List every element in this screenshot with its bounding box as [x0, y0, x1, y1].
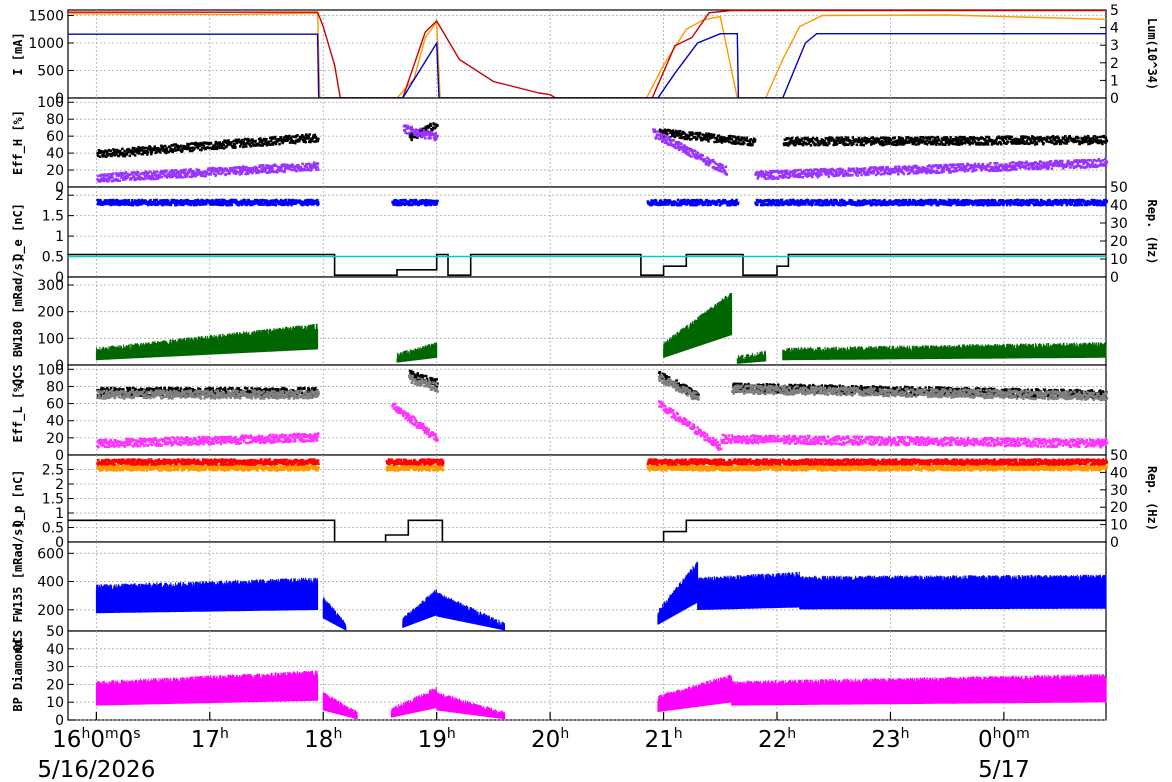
ytick-right-label-current: 0: [1110, 91, 1119, 107]
ylabel-eff_l: Eff_L [%]: [11, 377, 26, 442]
ytick-label-qp: 1: [55, 506, 64, 522]
ytick-label-qcs_bw180: 0: [55, 358, 64, 374]
xtick-label: 16h0m0s: [52, 726, 140, 753]
ytick-right-label-qp: 30: [1110, 483, 1128, 499]
ytick-label-bp_diamond: 20: [46, 677, 64, 693]
ytick-label-eff_l: 40: [46, 414, 64, 430]
ytick-label-qcs_bw180: 200: [37, 305, 64, 321]
series-eff_l-2: [96, 400, 1109, 451]
ytick-right-label-current: 1: [1110, 73, 1119, 89]
ytick-right-label-qe: 10: [1110, 252, 1128, 268]
ylabel-qcs_bw180: QCS BW180 [mRad/s]: [11, 256, 25, 386]
ytick-label-qcs_fw135: 50: [46, 624, 64, 640]
ytick-label-current: 0: [55, 91, 64, 107]
ytick-label-qe: 0.5: [42, 250, 64, 266]
ylabel-qcs_fw135: QCS FW135 [mRad/s]: [11, 521, 25, 651]
ytick-right-label-qp: 50: [1110, 448, 1128, 464]
ytick-label-qcs_fw135: 200: [37, 603, 64, 619]
ylabel-right-qp: Rep. (Hz): [1145, 466, 1159, 531]
ylabel-right-qe: Rep. (Hz): [1145, 199, 1159, 264]
xtick-label: 23h: [871, 726, 909, 753]
ytick-right-label-current: 5: [1110, 3, 1119, 19]
ytick-label-qcs_bw180: 300: [37, 278, 64, 294]
series-eff_h-0: [96, 122, 1109, 158]
ytick-right-label-qe: 20: [1110, 234, 1128, 250]
ytick-right-label-qp: 10: [1110, 518, 1128, 534]
ytick-label-qe: 2: [55, 188, 64, 204]
ytick-right-label-qe: 0: [1110, 270, 1119, 286]
ytick-label-bp_diamond: 30: [46, 660, 64, 676]
ytick-right-label-qe: 50: [1110, 180, 1128, 196]
series-bp_diamond-0: [95, 670, 1107, 720]
series-qp-0: [96, 464, 1109, 472]
ytick-label-eff_h: 100: [37, 95, 64, 111]
ytick-right-label-qp: 40: [1110, 465, 1128, 481]
panel-frame-bp_diamond: [67, 630, 1107, 721]
ytick-label-eff_h: 20: [46, 163, 64, 179]
ytick-label-qp: 1.5: [42, 492, 64, 508]
xtick-label: 21h: [644, 726, 682, 753]
ytick-label-qcs_bw180: 100: [37, 331, 64, 347]
ytick-label-qp: 0: [55, 535, 64, 551]
series-qe-0: [96, 198, 1109, 207]
series-qcs_fw135-0: [95, 561, 1107, 631]
xtick-label: 0h0m: [978, 726, 1030, 753]
series-qe-1: [68, 253, 1106, 276]
ytick-label-qe: 0: [55, 270, 64, 286]
ylabel-right-current: Lum(10^34): [1145, 18, 1159, 90]
ytick-right-label-qp: 0: [1110, 535, 1119, 551]
xtick-label: 20h: [531, 726, 569, 753]
ytick-label-eff_h: 40: [46, 146, 64, 162]
ytick-label-bp_diamond: 10: [46, 695, 64, 711]
series-current-1: [68, 9, 1106, 99]
ytick-label-qcs_fw135: 400: [37, 575, 64, 591]
ytick-label-current: 1000: [28, 36, 64, 52]
ytick-label-bp_diamond: 0: [55, 713, 64, 729]
xtick-label: 22h: [758, 726, 796, 753]
xtick-label: 18h: [304, 726, 342, 753]
ytick-right-label-qe: 40: [1110, 198, 1128, 214]
ylabel-current: I [mA]: [11, 32, 25, 75]
xtick-label: 17h: [191, 726, 229, 753]
ytick-label-qp: 2.5: [42, 463, 64, 479]
xtick-label: 19h: [418, 726, 456, 753]
ytick-label-bp_diamond: 40: [46, 642, 64, 658]
series-qp-1: [96, 458, 1109, 466]
ytick-right-label-qp: 20: [1110, 500, 1128, 516]
ytick-label-eff_l: 100: [37, 362, 64, 378]
ytick-label-current: 1500: [28, 9, 64, 25]
ytick-label-qcs_fw135: 600: [37, 546, 64, 562]
ytick-label-eff_l: 80: [46, 379, 64, 395]
ytick-right-label-qe: 30: [1110, 216, 1128, 232]
ytick-right-label-current: 3: [1110, 38, 1119, 54]
series-qcs_bw180-0: [95, 293, 1107, 364]
ytick-label-eff_h: 60: [46, 129, 64, 145]
ylabel-eff_h: Eff_H [%]: [11, 110, 26, 175]
ytick-label-eff_h: 80: [46, 112, 64, 128]
ytick-label-qe: 1.5: [42, 209, 64, 225]
ytick-right-label-current: 2: [1110, 56, 1119, 72]
date-label: 5/17: [978, 757, 1030, 782]
panel-frame-current: [67, 9, 1107, 99]
ylabel-qe: Q_e [nC]: [11, 203, 26, 261]
ytick-label-current: 500: [37, 64, 64, 80]
date-label: 5/16/2026: [37, 757, 155, 782]
ylabel-bp_diamond: BP Diamond: [11, 639, 25, 711]
ylabel-qp: Q_p [nC]: [11, 470, 26, 528]
ytick-label-eff_h: 0: [55, 180, 64, 196]
ytick-right-label-current: 4: [1110, 21, 1119, 37]
ytick-label-eff_l: 60: [46, 397, 64, 413]
ytick-label-qe: 1: [55, 229, 64, 245]
series-eff_l-1: [96, 374, 1109, 402]
ytick-label-qp: 2: [55, 477, 64, 493]
ytick-label-eff_l: 0: [55, 448, 64, 464]
ytick-label-qp: 0.5: [42, 521, 64, 537]
ytick-label-eff_l: 20: [46, 431, 64, 447]
